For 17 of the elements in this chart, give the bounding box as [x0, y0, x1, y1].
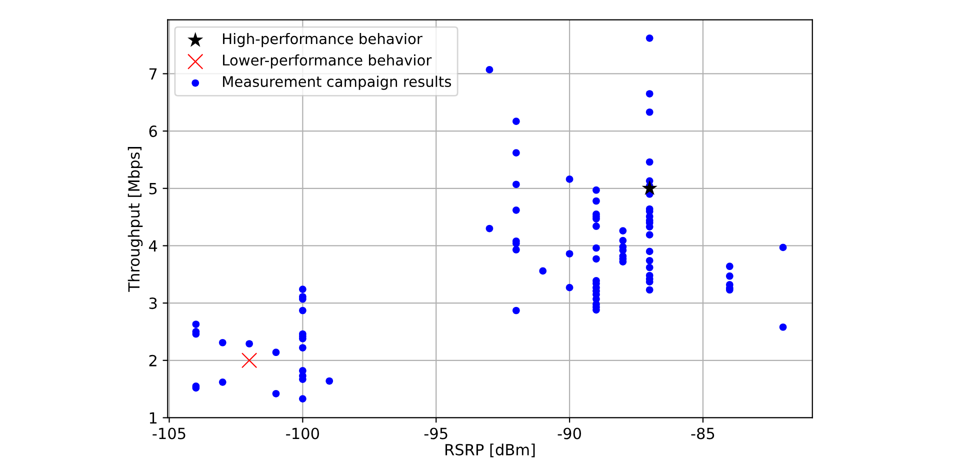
y-tick-label: 3	[149, 298, 157, 310]
x-tick-label: -85	[691, 428, 714, 440]
y-tick-label: 7	[149, 68, 157, 80]
y-tick-label: 5	[149, 183, 157, 194]
legend-label: High-performance behavior	[223, 32, 422, 48]
y-tick-label: 2	[149, 354, 156, 366]
legend-label: Measurement campaign results	[223, 76, 452, 90]
y-tick-label: 4	[148, 240, 158, 252]
x-axis-title: RSRP [dBm]	[446, 444, 535, 458]
x-tick-label: -100	[286, 428, 320, 440]
y-tick-label: 1	[150, 412, 157, 424]
x-tick-label: -95	[424, 428, 448, 440]
y-tick-label: 6	[149, 126, 157, 138]
x-tick-label: -105	[152, 428, 186, 440]
x-tick-label: -90	[558, 428, 582, 440]
legend-label: Lower-performance behavior	[223, 54, 432, 68]
y-axis-title: Throughput [Mbps]	[128, 147, 143, 292]
